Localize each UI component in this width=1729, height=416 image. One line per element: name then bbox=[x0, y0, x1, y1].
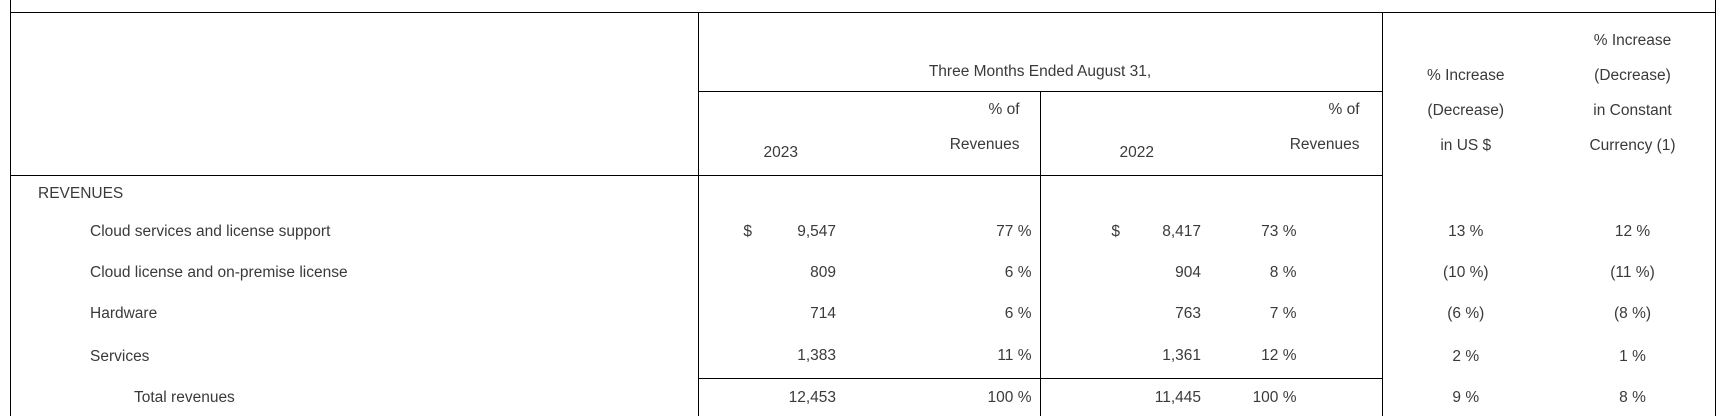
col-header-increase-constant-currency: % Increase (Decrease) in Constant Curren… bbox=[1549, 13, 1716, 176]
amount-2023: 714 bbox=[810, 305, 836, 322]
amount-2023: 9,547 bbox=[797, 223, 836, 240]
change-constant-currency: 12 % bbox=[1614, 223, 1651, 240]
table-row-hardware: Hardware 714 6 % 763 7 % (6 %) (8 %) bbox=[11, 293, 1716, 335]
revenues-label-2023: Revenues bbox=[949, 136, 1020, 153]
header-row-years: 2023 % of Revenues 2022 % of Revenues bbox=[11, 91, 1716, 176]
increase-usd-line3: in US $ bbox=[1440, 136, 1492, 154]
table-row-total-revenues: Total revenues 12,453 100 % 11,445 100 %… bbox=[11, 378, 1716, 416]
pct-of-revenues-2022: 12 % bbox=[1261, 347, 1297, 365]
increase-cc-line1: % Increase bbox=[1593, 31, 1672, 49]
currency-symbol-2023 bbox=[698, 294, 758, 335]
increase-usd-line1: % Increase bbox=[1426, 66, 1505, 84]
header-label-spacer bbox=[11, 12, 699, 92]
header-row-period: Three Months Ended August 31, % Increase… bbox=[11, 12, 1716, 176]
amount-2022: 904 bbox=[1175, 264, 1201, 281]
empty-cell bbox=[698, 378, 758, 416]
total-change-usd: 9 % bbox=[1381, 378, 1550, 416]
col-header-2023: 2023 bbox=[698, 91, 843, 176]
currency-symbol-2022: $ bbox=[1039, 211, 1126, 253]
row-label: Cloud services and license support bbox=[11, 211, 699, 253]
amount-2022: 8,417 bbox=[1162, 223, 1201, 240]
col-header-increase-usd: % Increase (Decrease) in US $ bbox=[1381, 12, 1550, 176]
amount-2022: 1,361 bbox=[1162, 347, 1201, 365]
currency-symbol-2022 bbox=[1039, 334, 1126, 379]
currency-symbol-2022 bbox=[1039, 252, 1126, 294]
currency-symbol-2023: $ bbox=[743, 223, 752, 240]
top-spacer-strip bbox=[11, 0, 1715, 12]
col-header-2022: 2022 bbox=[1039, 91, 1205, 176]
pct-of-revenues-2022: 73 % bbox=[1261, 223, 1297, 240]
change-constant-currency: 1 % bbox=[1619, 347, 1646, 365]
currency-symbol-2023 bbox=[698, 335, 758, 379]
row-label: Services bbox=[11, 334, 699, 379]
currency-symbol-2023 bbox=[698, 253, 758, 294]
total-pct-2022: 100 % bbox=[1205, 378, 1383, 416]
header-label-spacer-2 bbox=[11, 91, 699, 176]
col-header-pct-revenues-2022: % of Revenues bbox=[1205, 91, 1383, 176]
pct-of-revenues-2022: 7 % bbox=[1269, 305, 1297, 322]
increase-usd-line2: (Decrease) bbox=[1427, 101, 1505, 119]
row-label: Hardware bbox=[11, 293, 699, 335]
pct-of-revenues-2022: 8 % bbox=[1269, 264, 1297, 281]
table-row-cloud-license: Cloud license and on-premise license 809… bbox=[11, 252, 1716, 294]
increase-cc-line4: Currency (1) bbox=[1589, 136, 1676, 154]
revenues-table: Three Months Ended August 31, % Increase… bbox=[11, 12, 1717, 416]
increase-cc-line3: in Constant bbox=[1593, 101, 1672, 119]
revenues-label-2022: Revenues bbox=[1289, 136, 1360, 153]
pct-of-revenues-2023: 11 % bbox=[997, 347, 1032, 365]
change-usd: 2 % bbox=[1381, 334, 1550, 379]
period-group-header: Three Months Ended August 31, bbox=[698, 12, 1383, 92]
section-row-revenues: REVENUES bbox=[11, 175, 1716, 212]
increase-cc-line2: (Decrease) bbox=[1594, 66, 1671, 84]
total-change-constant-currency: 8 % bbox=[1619, 389, 1646, 406]
empty-cell bbox=[1381, 175, 1550, 212]
section-title: REVENUES bbox=[11, 175, 699, 212]
total-amount-2023: 12,453 bbox=[758, 378, 843, 416]
change-usd: (10 %) bbox=[1381, 252, 1550, 294]
amount-2022: 763 bbox=[1175, 305, 1201, 322]
total-amount-2022: 11,445 bbox=[1126, 378, 1205, 416]
empty-cell bbox=[1039, 175, 1205, 212]
pct-of-label-2023: % of bbox=[988, 101, 1020, 118]
empty-cell bbox=[1205, 176, 1382, 212]
empty-cell bbox=[1039, 378, 1126, 416]
table-outer-frame: Three Months Ended August 31, % Increase… bbox=[10, 0, 1717, 416]
pct-of-revenues-2023: 77 % bbox=[996, 223, 1032, 240]
table-row-services: Services 1,383 11 % 1,361 12 % 2 % 1 % bbox=[11, 334, 1716, 379]
change-usd: (6 %) bbox=[1381, 293, 1550, 335]
currency-symbol-2022 bbox=[1039, 293, 1126, 335]
total-pct-2023: 100 % bbox=[843, 378, 1040, 416]
empty-cell bbox=[843, 176, 1040, 212]
pct-of-revenues-2023: 6 % bbox=[1004, 305, 1032, 322]
pct-of-label-2022: % of bbox=[1328, 101, 1360, 118]
amount-2023: 1,383 bbox=[797, 347, 836, 365]
empty-cell bbox=[698, 176, 843, 212]
change-usd: 13 % bbox=[1381, 211, 1550, 253]
change-constant-currency: (11 %) bbox=[1610, 264, 1655, 281]
row-label: Cloud license and on-premise license bbox=[11, 252, 699, 294]
total-row-label: Total revenues bbox=[11, 378, 699, 416]
empty-cell bbox=[1549, 176, 1716, 212]
col-header-pct-revenues-2023: % of Revenues bbox=[843, 91, 1040, 176]
amount-2023: 809 bbox=[810, 264, 836, 281]
pct-of-revenues-2023: 6 % bbox=[1004, 264, 1032, 281]
change-constant-currency: (8 %) bbox=[1613, 305, 1652, 322]
table-row-cloud-services: Cloud services and license support $ 9,5… bbox=[11, 211, 1716, 253]
